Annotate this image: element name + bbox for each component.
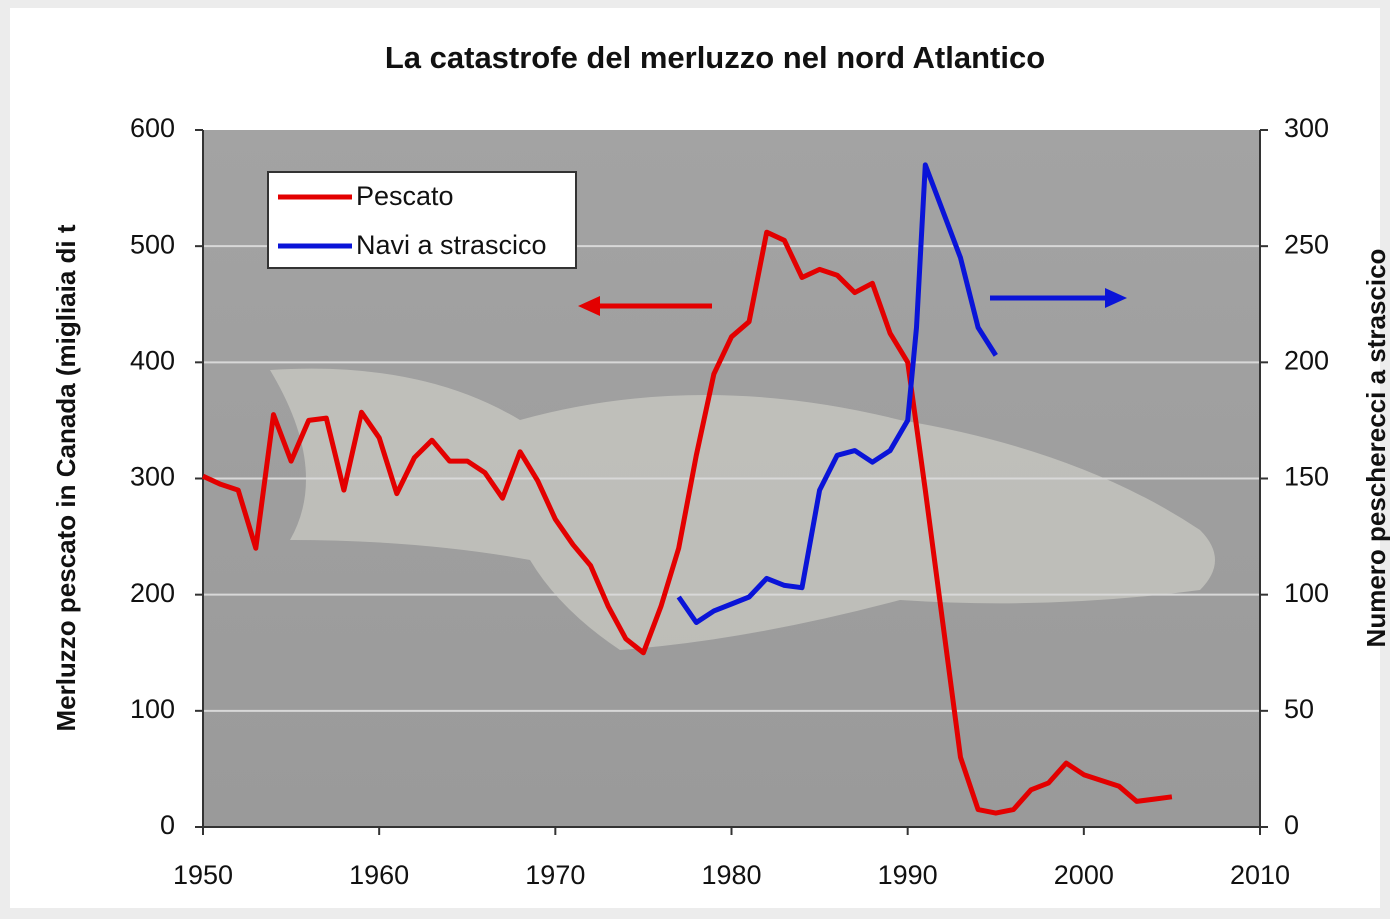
x-tick-label: 2010 <box>1230 860 1290 890</box>
y-tick-label: 100 <box>130 694 175 724</box>
y2-tick-label: 200 <box>1284 345 1329 375</box>
x-tick-label: 2000 <box>1054 860 1114 890</box>
y2-tick-label: 0 <box>1284 810 1299 840</box>
blue-arrow <box>990 288 1127 308</box>
y2-tick-label: 100 <box>1284 578 1329 608</box>
legend-label: Pescato <box>356 181 454 211</box>
x-tick-label: 1960 <box>349 860 409 890</box>
y2-axis-label: Numero pescherecci a strascico <box>1361 249 1390 648</box>
red-arrow <box>578 296 712 316</box>
y-tick-label: 0 <box>160 810 175 840</box>
y-tick-label: 500 <box>130 229 175 259</box>
y2-tick-label: 300 <box>1284 113 1329 143</box>
y-tick-label: 300 <box>130 462 175 492</box>
y-tick-label: 200 <box>130 578 175 608</box>
x-tick-label: 1950 <box>173 860 233 890</box>
y2-tick-label: 150 <box>1284 462 1329 492</box>
y-axis-label: Merluzzo pescato in Canada (migliaia di … <box>51 224 81 731</box>
fish-background <box>270 368 1215 650</box>
y-tick-label: 400 <box>130 345 175 375</box>
y2-tick-label: 50 <box>1284 694 1314 724</box>
legend-box <box>267 171 577 269</box>
x-tick-label: 1970 <box>525 860 585 890</box>
chart-title: La catastrofe del merluzzo nel nord Atla… <box>385 40 1045 75</box>
legend-label: Navi a strascico <box>356 230 547 260</box>
series-line <box>676 162 998 625</box>
y2-tick-label: 250 <box>1284 229 1329 259</box>
x-tick-label: 1980 <box>701 860 761 890</box>
y-tick-label: 600 <box>130 113 175 143</box>
x-tick-label: 1990 <box>878 860 938 890</box>
series-line <box>201 229 1173 816</box>
